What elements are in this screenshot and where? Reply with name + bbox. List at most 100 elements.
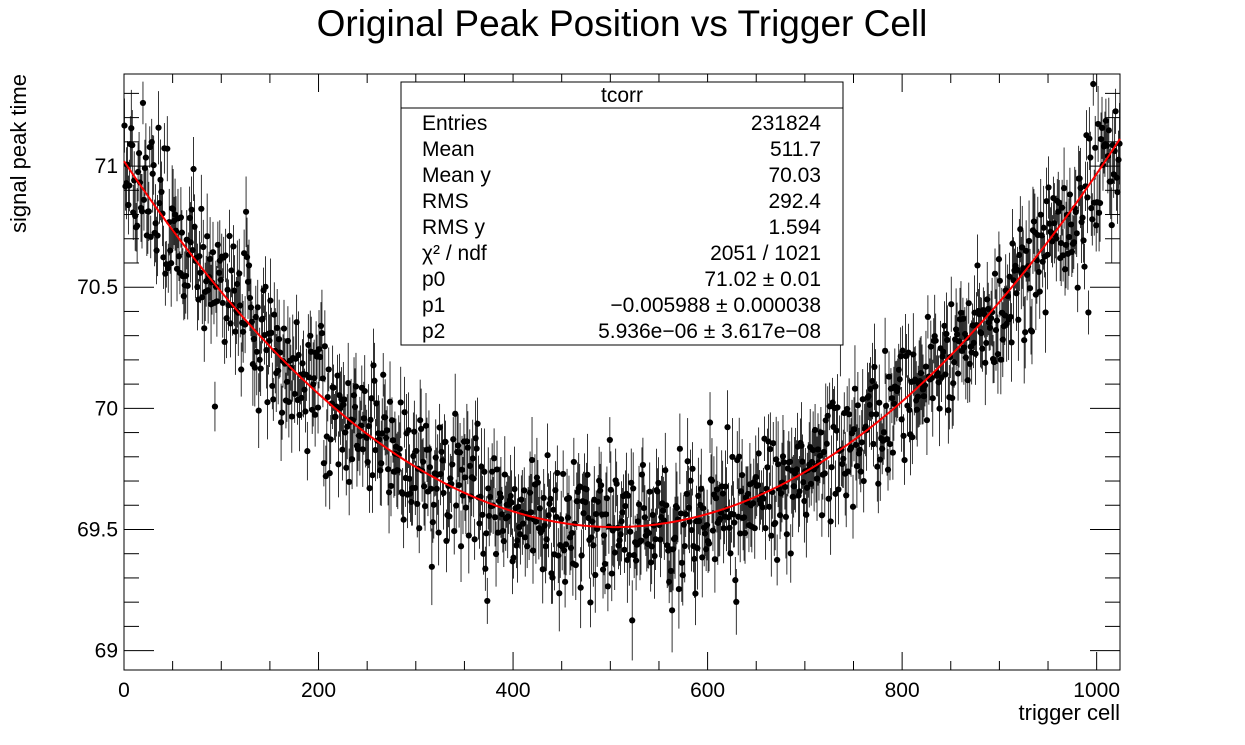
data-point bbox=[493, 466, 501, 473]
data-point bbox=[196, 253, 203, 260]
data-point bbox=[587, 599, 594, 606]
data-point bbox=[533, 474, 540, 481]
data-point bbox=[1087, 154, 1094, 161]
data-point bbox=[858, 439, 865, 446]
data-point bbox=[254, 304, 261, 311]
data-point bbox=[276, 336, 283, 343]
data-point bbox=[924, 313, 932, 320]
data-point bbox=[722, 483, 729, 490]
data-point bbox=[490, 455, 498, 462]
data-point bbox=[889, 449, 896, 456]
data-point bbox=[995, 256, 1003, 263]
data-point bbox=[775, 461, 782, 468]
data-point bbox=[896, 376, 903, 383]
x-tick-label: 0 bbox=[118, 679, 130, 702]
data-point bbox=[463, 438, 470, 445]
data-point bbox=[150, 162, 157, 169]
data-point bbox=[1042, 309, 1049, 316]
data-point bbox=[264, 399, 271, 406]
x-tick-label: 800 bbox=[885, 679, 920, 702]
data-point bbox=[209, 249, 217, 256]
data-point bbox=[860, 477, 867, 485]
data-point bbox=[905, 349, 912, 356]
data-point bbox=[462, 504, 469, 511]
data-point bbox=[377, 467, 384, 474]
data-point bbox=[859, 396, 866, 403]
data-point bbox=[270, 396, 277, 403]
data-point bbox=[1095, 120, 1102, 128]
data-point bbox=[1090, 80, 1097, 88]
data-point bbox=[361, 387, 368, 395]
data-point bbox=[380, 371, 387, 378]
data-point bbox=[145, 208, 152, 215]
data-point bbox=[733, 598, 740, 605]
data-point bbox=[923, 417, 931, 424]
data-point bbox=[817, 429, 825, 436]
data-point bbox=[662, 467, 669, 474]
data-point bbox=[499, 527, 506, 535]
data-point bbox=[370, 362, 377, 369]
data-point bbox=[529, 547, 537, 554]
data-point bbox=[868, 411, 875, 418]
data-point bbox=[727, 550, 734, 557]
data-point bbox=[1008, 339, 1015, 346]
data-point bbox=[430, 501, 437, 508]
data-point bbox=[823, 440, 830, 447]
stats-box-frame bbox=[400, 81, 844, 346]
data-point bbox=[164, 145, 171, 152]
data-point bbox=[201, 325, 208, 332]
data-point bbox=[774, 556, 781, 564]
data-point bbox=[854, 402, 861, 409]
data-point bbox=[139, 99, 147, 107]
data-point bbox=[327, 436, 334, 443]
data-point bbox=[948, 301, 955, 308]
data-point bbox=[224, 286, 231, 293]
stats-row-label: Mean y bbox=[422, 164, 491, 187]
data-point bbox=[883, 435, 891, 443]
data-point bbox=[622, 502, 629, 510]
data-point bbox=[684, 458, 691, 465]
data-point bbox=[700, 505, 707, 512]
data-point bbox=[483, 530, 490, 537]
data-point bbox=[226, 232, 233, 240]
data-point bbox=[705, 540, 713, 547]
data-point bbox=[388, 417, 396, 424]
data-point bbox=[1006, 273, 1013, 280]
data-point bbox=[553, 513, 560, 521]
stats-row-value: 2051 / 1021 bbox=[710, 242, 821, 265]
data-point bbox=[872, 383, 879, 390]
data-point bbox=[458, 466, 466, 473]
data-point bbox=[834, 404, 841, 411]
data-point bbox=[470, 475, 477, 482]
data-point bbox=[1112, 108, 1119, 115]
data-point bbox=[943, 330, 950, 338]
stats-row-value: 70.03 bbox=[768, 164, 821, 187]
data-point bbox=[870, 440, 877, 448]
data-point bbox=[501, 471, 508, 478]
data-point bbox=[397, 399, 404, 406]
data-point bbox=[491, 514, 499, 521]
data-point bbox=[158, 188, 165, 196]
y-axis-title: signal peak time bbox=[6, 74, 31, 233]
data-point bbox=[676, 445, 683, 452]
stats-row-value: 231824 bbox=[751, 112, 821, 135]
data-point bbox=[849, 503, 857, 510]
data-point bbox=[1092, 144, 1099, 151]
data-point bbox=[236, 270, 243, 277]
stats-row-value: −0.005988 ± 0.000038 bbox=[610, 294, 821, 317]
data-point bbox=[1015, 316, 1022, 323]
data-point bbox=[871, 363, 878, 371]
data-point bbox=[513, 542, 520, 549]
data-point bbox=[1088, 205, 1095, 212]
data-point bbox=[532, 518, 540, 525]
data-point bbox=[494, 529, 502, 536]
data-point bbox=[271, 311, 278, 318]
data-point bbox=[291, 390, 298, 398]
data-point bbox=[1095, 209, 1103, 216]
data-point bbox=[677, 510, 684, 517]
data-point bbox=[367, 416, 374, 423]
data-point bbox=[126, 182, 133, 189]
data-point bbox=[682, 511, 689, 518]
data-point bbox=[418, 425, 425, 432]
